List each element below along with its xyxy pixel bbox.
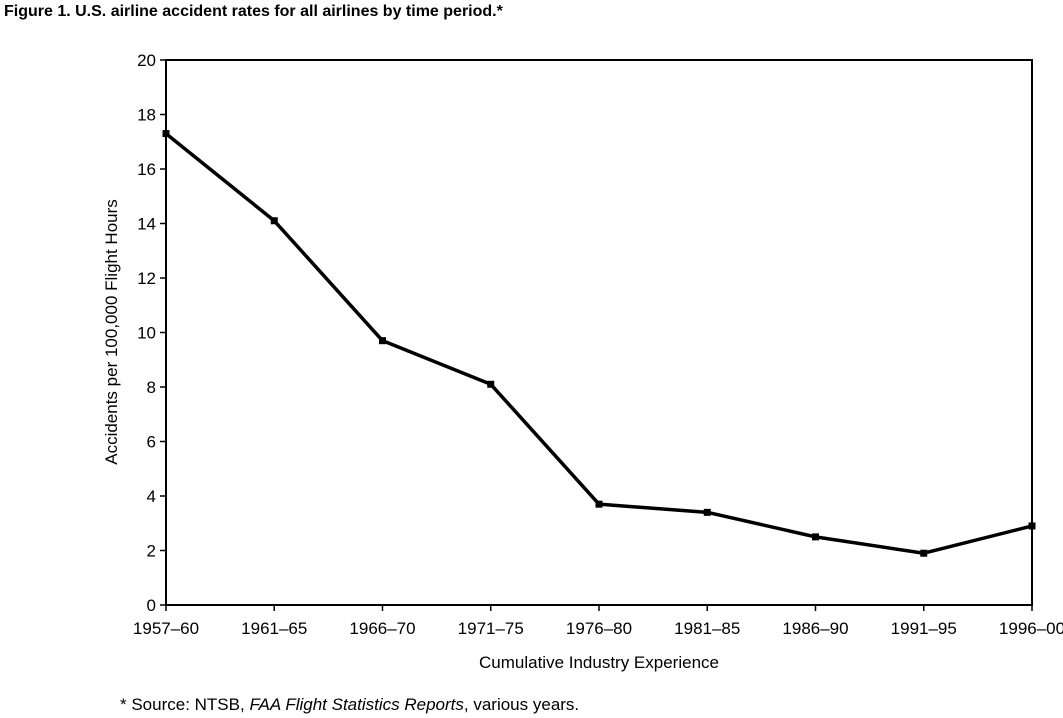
y-tick-label: 16: [137, 160, 156, 179]
x-tick-label: 1991–95: [891, 619, 957, 638]
footnote-suffix: , various years.: [463, 695, 580, 714]
data-point: [920, 549, 928, 557]
y-axis-ticks: 0 2 4 6 8 10 12 14 16 18 20: [137, 51, 166, 615]
x-tick-label: 1966–70: [349, 619, 415, 638]
y-tick-label: 10: [137, 324, 156, 343]
data-point: [1028, 522, 1036, 530]
x-tick-label: 1996–00: [999, 619, 1063, 638]
y-tick-label: 8: [147, 378, 156, 397]
x-axis-label: Cumulative Industry Experience: [479, 653, 719, 672]
data-point: [162, 130, 170, 138]
x-axis-ticks: 1957–60 1961–65 1966–70 1971–75 1976–80 1981–…: [133, 605, 1063, 638]
footnote-prefix: * Source: NTSB,: [120, 695, 250, 714]
plot-frame: [165, 59, 1033, 606]
figure-title: Figure 1. U.S. airline accident rates fo…: [4, 3, 503, 20]
y-axis-label: Accidents per 100,000 Flight Hours: [102, 199, 121, 465]
source-footnote: * Source: NTSB, FAA Flight Statistics Re…: [120, 695, 579, 715]
data-point: [812, 533, 819, 541]
footnote-italic: FAA Flight Statistics Reports: [249, 695, 464, 714]
x-tick-label: 1986–90: [782, 619, 848, 638]
data-point: [487, 380, 495, 388]
x-tick-label: 1976–80: [566, 619, 632, 638]
data-point: [703, 508, 711, 516]
y-tick-label: 0: [147, 596, 156, 615]
y-tick-label: 20: [137, 51, 156, 70]
x-tick-label: 1957–60: [133, 619, 199, 638]
x-tick-label: 1981–85: [674, 619, 740, 638]
y-tick-label: 14: [137, 215, 156, 234]
y-tick-label: 6: [147, 433, 156, 452]
x-tick-label: 1961–65: [241, 619, 307, 638]
y-tick-label: 12: [137, 269, 156, 288]
y-tick-label: 2: [147, 542, 156, 561]
y-tick-label: 18: [137, 106, 156, 125]
y-tick-label: 4: [147, 487, 156, 506]
data-point: [270, 217, 278, 225]
x-tick-label: 1971–75: [458, 619, 524, 638]
series-line: [164, 132, 1033, 555]
data-point: [595, 500, 603, 508]
series-group: [162, 130, 1036, 557]
data-point: [379, 337, 386, 345]
